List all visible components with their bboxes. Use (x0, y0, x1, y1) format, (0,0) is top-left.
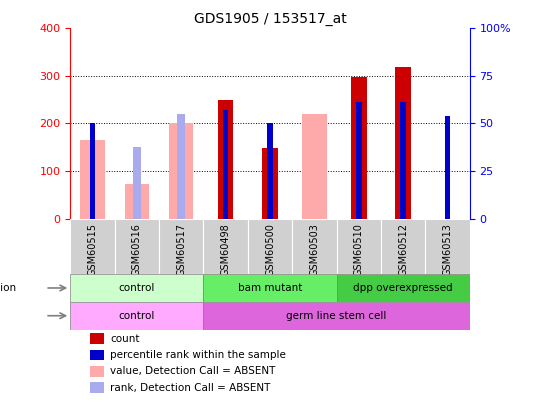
Bar (177, 114, 185, 219)
Bar (169, 123, 193, 219)
Text: control: control (119, 283, 155, 293)
Bar (292, 219, 336, 274)
Text: GSM60498: GSM60498 (221, 223, 231, 276)
Bar (426, 219, 470, 274)
Bar (381, 219, 426, 274)
Title: GDS1905 / 153517_at: GDS1905 / 153517_at (194, 12, 346, 26)
Bar (222, 110, 228, 219)
Bar (445, 116, 450, 219)
Bar (248, 219, 292, 274)
Bar (336, 219, 381, 274)
Bar (90, 366, 104, 377)
Bar (204, 302, 470, 330)
Bar (336, 274, 470, 302)
Bar (204, 219, 248, 274)
Text: percentile rank within the sample: percentile rank within the sample (110, 350, 286, 360)
Bar (90, 123, 95, 219)
Bar (267, 124, 273, 219)
Text: rank, Detection Call = ABSENT: rank, Detection Call = ABSENT (110, 383, 271, 393)
Text: bam mutant: bam mutant (238, 283, 302, 293)
Text: GSM60513: GSM60513 (443, 223, 453, 276)
Bar (204, 274, 336, 302)
Text: genotype/variation: genotype/variation (0, 283, 17, 293)
Text: GSM60517: GSM60517 (176, 223, 186, 276)
Bar (356, 102, 362, 219)
Text: value, Detection Call = ABSENT: value, Detection Call = ABSENT (110, 367, 275, 376)
Text: GSM60515: GSM60515 (87, 223, 97, 276)
Bar (80, 140, 105, 219)
Bar (400, 102, 406, 219)
Bar (90, 333, 104, 344)
Bar (218, 100, 233, 219)
Bar (159, 219, 204, 274)
Bar (351, 77, 367, 219)
Bar (395, 67, 411, 219)
Bar (262, 148, 278, 219)
Bar (90, 350, 104, 360)
Text: GSM60503: GSM60503 (309, 223, 319, 276)
Text: GSM60500: GSM60500 (265, 223, 275, 276)
Bar (125, 184, 149, 219)
Text: GSM60510: GSM60510 (354, 223, 364, 276)
Bar (70, 219, 114, 274)
Text: control: control (119, 311, 155, 321)
Bar (70, 274, 204, 302)
Bar (70, 302, 204, 330)
Bar (133, 147, 141, 219)
Bar (114, 219, 159, 274)
Bar (90, 382, 104, 393)
Text: GSM60516: GSM60516 (132, 223, 142, 276)
Bar (302, 114, 327, 219)
Text: dpp overexpressed: dpp overexpressed (353, 283, 453, 293)
Text: count: count (110, 334, 140, 343)
Text: germ line stem cell: germ line stem cell (286, 311, 387, 321)
Text: GSM60512: GSM60512 (398, 223, 408, 276)
